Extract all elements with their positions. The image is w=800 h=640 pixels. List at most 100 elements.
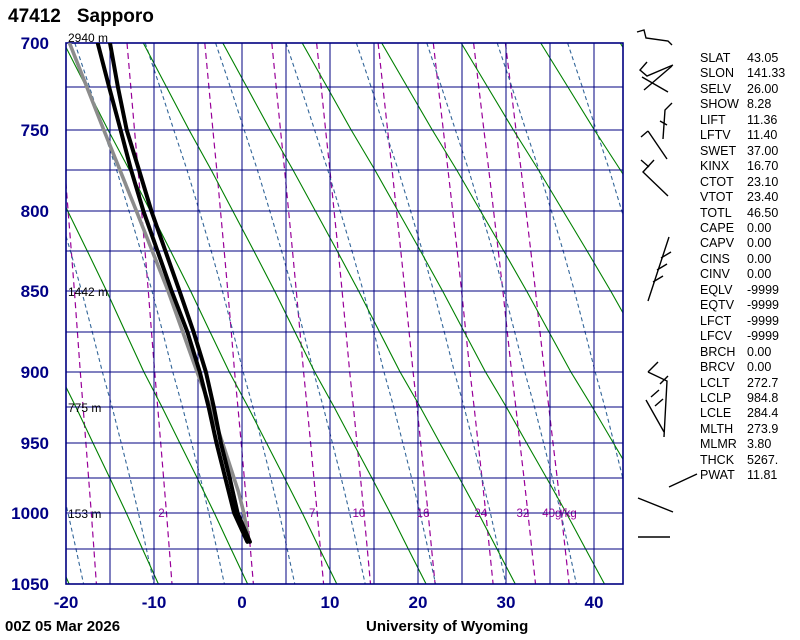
mixing-ratio-line: [504, 43, 570, 584]
index-value: 11.40: [747, 128, 778, 143]
moist-adiabat-line: [426, 43, 577, 584]
index-row: LCLT 272.7: [700, 376, 785, 391]
mixing-ratio-label: 2: [158, 508, 164, 520]
moist-adiabat-line: [144, 43, 296, 584]
wind-barb: [640, 159, 650, 168]
dry-adiabat-line: [540, 43, 623, 176]
moist-adiabat-line: [0, 43, 13, 584]
index-row: SLON 141.33: [700, 66, 785, 81]
mixing-ratio-line: [316, 43, 372, 584]
index-label: LCLP: [700, 390, 732, 405]
wind-barb: [639, 61, 674, 77]
index-row: CAPV 0.00: [700, 236, 785, 251]
index-value: -9999: [747, 282, 779, 297]
index-row: MLTH 273.9: [700, 422, 785, 437]
index-row: LCLE 284.4: [700, 406, 785, 421]
temperature-tick-label: 0: [237, 593, 246, 612]
index-row: CTOT 23.10: [700, 175, 785, 190]
index-value: 3.80: [747, 437, 772, 452]
index-value: 0.00: [747, 267, 772, 282]
index-label: MLMR: [700, 437, 737, 452]
index-value: 23.40: [747, 190, 779, 205]
pressure-tick-label: 850: [21, 282, 49, 301]
index-value: 0.00: [747, 251, 772, 266]
index-value: 16.70: [747, 159, 779, 174]
index-row: LCLP 984.8: [700, 391, 785, 406]
page-title: 47412 Sapporo: [8, 6, 154, 28]
temperature-tick-label: 40: [585, 593, 604, 612]
index-row: SHOW 8.28: [700, 97, 785, 112]
index-label: BRCV: [700, 360, 735, 375]
index-value: 0.00: [747, 220, 772, 235]
index-label: SELV: [700, 81, 732, 96]
dewpoint-trace: [95, 43, 250, 544]
mixing-ratio-line: [473, 43, 537, 584]
temperature-tick-labels: -20 -10 0 10 20 30 40: [54, 593, 604, 612]
index-label: CINS: [700, 251, 730, 266]
mixing-ratio-label: 7: [309, 508, 315, 520]
pressure-tick-label: 900: [21, 363, 49, 382]
index-value: -9999: [747, 329, 779, 344]
index-value: 0.00: [747, 344, 772, 359]
index-label: VTOT: [700, 190, 734, 205]
index-value: 284.4: [747, 406, 779, 421]
wind-barb: [647, 130, 668, 160]
pressure-tick-label: 1050: [11, 575, 49, 594]
height-label: 775 m: [68, 401, 101, 415]
mixing-ratio-line: [204, 43, 254, 584]
wind-barb: [637, 497, 674, 513]
index-value: 984.8: [747, 390, 779, 405]
index-label: EQLV: [700, 282, 733, 297]
index-label: LFCT: [700, 313, 732, 328]
temperature-trace: [108, 43, 252, 544]
height-label: 153 m: [68, 507, 101, 521]
index-label: SLON: [700, 66, 735, 81]
index-value: 43.05: [747, 51, 779, 65]
moist-adiabat-line: [215, 43, 366, 584]
index-label: LCLE: [700, 406, 732, 421]
pressure-tick-label: 950: [21, 434, 49, 453]
index-label: MLTH: [700, 421, 734, 436]
index-row: LFCT -9999: [700, 314, 785, 329]
pressure-tick-label: 1000: [11, 504, 49, 523]
moist-adiabat-line: [567, 43, 623, 218]
height-label: 2940 m: [68, 31, 108, 45]
mixing-ratio-line: [377, 43, 436, 584]
station-id: 47412: [8, 6, 61, 27]
index-label: LFCV: [700, 329, 732, 344]
index-label: CAPE: [700, 220, 735, 235]
pressure-tick-label: 700: [21, 34, 49, 53]
wind-barb: [654, 398, 664, 407]
index-value: 11.36: [747, 112, 778, 127]
mixing-ratio-line: [432, 43, 494, 584]
mixing-ratio-line: [66, 176, 97, 584]
index-label: CINV: [700, 267, 730, 282]
index-row: LFTV 11.40: [700, 128, 785, 143]
index-row: LFCV -9999: [700, 329, 785, 344]
index-label: TOTL: [700, 205, 732, 220]
mixing-ratio-label: 16: [417, 508, 430, 520]
index-value: 0.00: [747, 360, 772, 375]
index-value: 0.00: [747, 236, 772, 251]
sounding-datetime: 00Z 05 Mar 2026: [5, 618, 121, 635]
wind-barb: [647, 361, 659, 373]
index-label: CTOT: [700, 174, 734, 189]
index-label: LCLT: [700, 375, 730, 390]
wind-barb: [643, 65, 673, 91]
wind-barb: [636, 29, 673, 46]
station-name: Sapporo: [76, 6, 154, 27]
moist-adiabat-line: [285, 43, 437, 584]
sounding-traces: [67, 43, 252, 544]
plot-border: [65, 42, 624, 585]
index-value: 46.50: [747, 205, 779, 220]
dry-adiabat-line: [460, 43, 623, 315]
index-value: 272.7: [747, 375, 779, 390]
mixing-ratio-label: 24: [474, 508, 487, 520]
wind-barb: [645, 399, 665, 433]
index-row: CAPE 0.00: [700, 221, 785, 236]
index-label: SHOW: [700, 97, 739, 112]
index-row: BRCH 0.00: [700, 345, 785, 360]
temperature-tick-label: -10: [142, 593, 167, 612]
temperature-tick-label: 30: [497, 593, 516, 612]
